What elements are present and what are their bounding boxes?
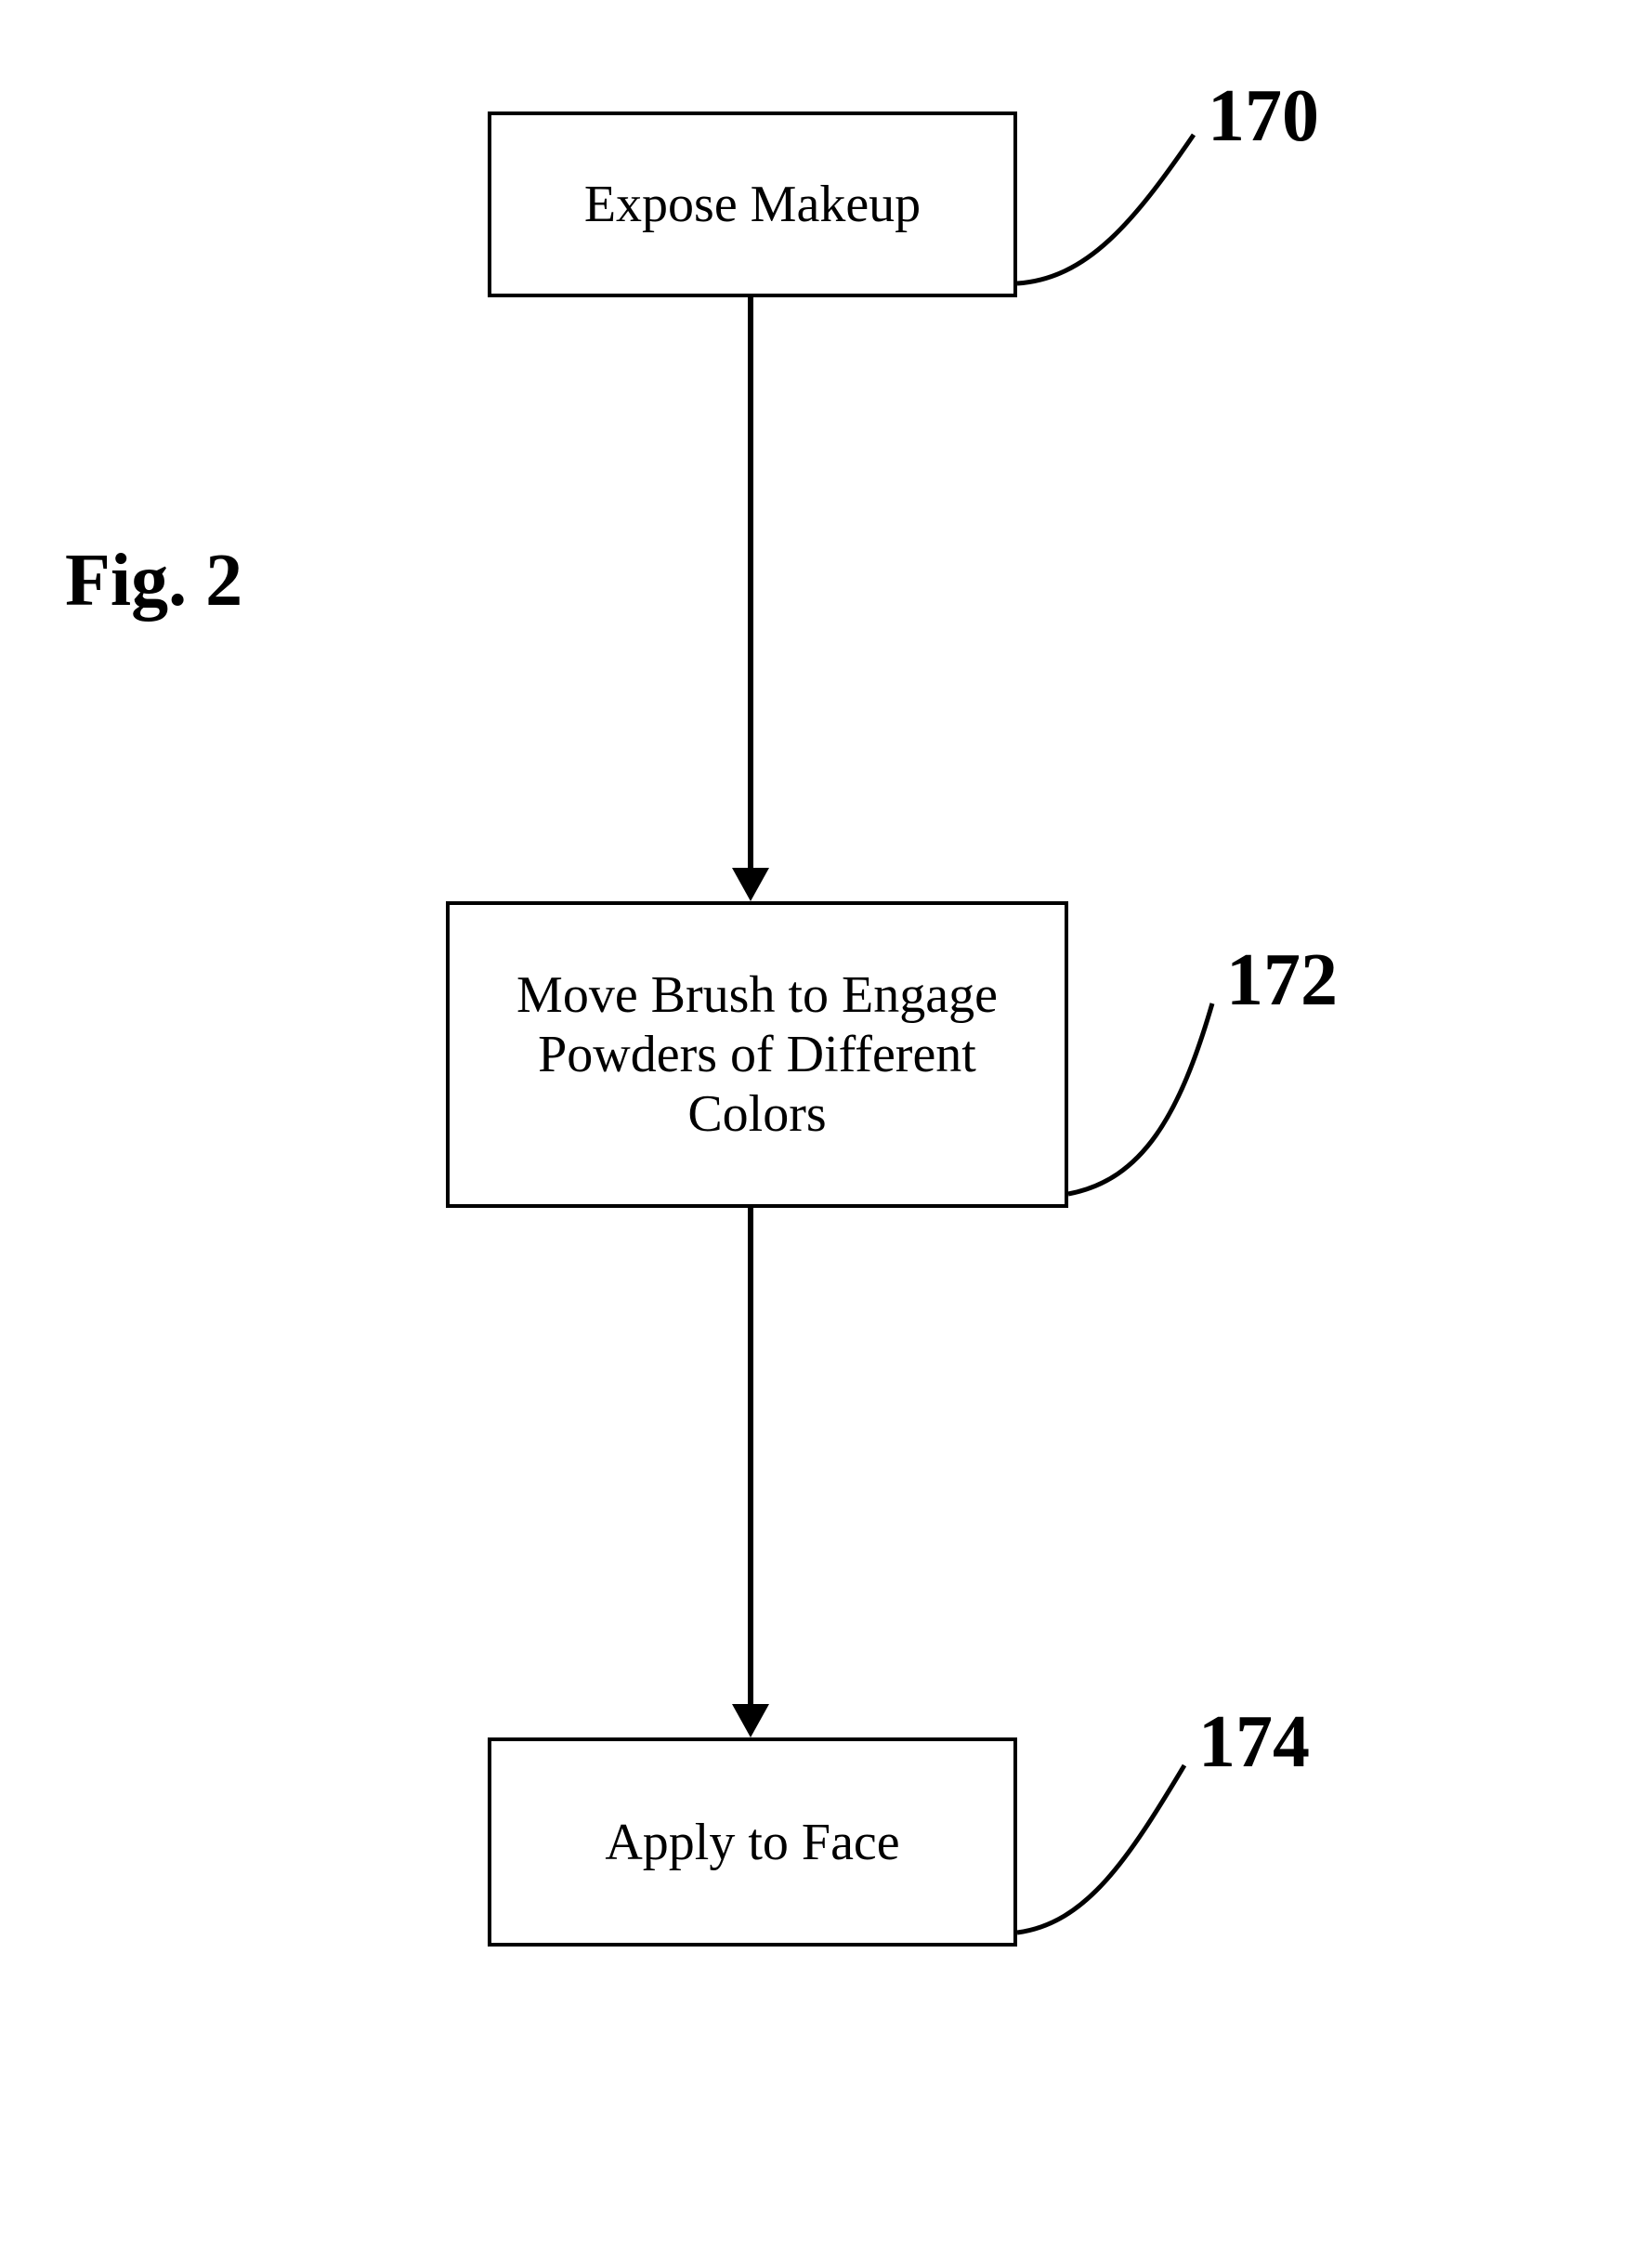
leader-line <box>1008 125 1203 293</box>
flowchart-node-expose-makeup: Expose Makeup <box>488 111 1017 297</box>
node-label: Move Brush to Engage Powders of Differen… <box>468 965 1046 1144</box>
flowchart-node-apply-to-face: Apply to Face <box>488 1737 1017 1947</box>
flowchart-arrow <box>748 1208 753 1704</box>
leader-line <box>1059 994 1222 1203</box>
node-label: Expose Makeup <box>584 175 921 234</box>
arrow-head-icon <box>732 1704 769 1737</box>
node-label: Apply to Face <box>605 1813 899 1872</box>
figure-label: Fig. 2 <box>65 539 242 623</box>
leader-line <box>1008 1756 1194 1942</box>
flowchart-arrow <box>748 297 753 868</box>
reference-numeral-172: 172 <box>1226 938 1338 1023</box>
arrow-head-icon <box>732 868 769 901</box>
reference-numeral-170: 170 <box>1208 74 1319 159</box>
flowchart-node-move-brush: Move Brush to Engage Powders of Differen… <box>446 901 1068 1208</box>
reference-numeral-174: 174 <box>1198 1700 1310 1785</box>
